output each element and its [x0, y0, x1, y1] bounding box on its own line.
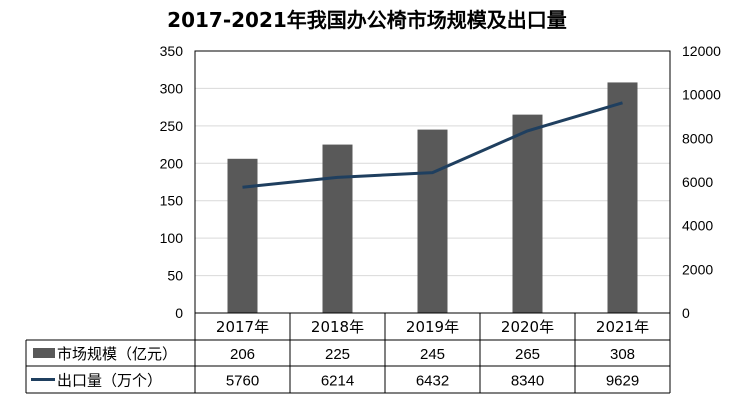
data-label: 8340: [511, 373, 544, 390]
left-tick-label: 350: [160, 43, 184, 59]
export-volume-line: [242, 101, 623, 189]
data-label: 265: [515, 346, 540, 363]
right-y-axis-ticks: 0 2000 4000 6000 8000 10000 12000: [682, 43, 721, 321]
category-label: 2017年: [216, 318, 269, 336]
category-label: 2021年: [596, 318, 649, 336]
data-label: 245: [420, 346, 445, 363]
data-label: 225: [325, 346, 350, 363]
data-label: 308: [610, 346, 635, 363]
left-tick-label: 300: [160, 80, 184, 96]
data-label: 206: [230, 346, 255, 363]
line-series: [242, 101, 623, 189]
data-label: 5760: [226, 373, 259, 390]
chart-title: 2017-2021年我国办公椅市场规模及出口量: [167, 8, 567, 32]
category-label: 2018年: [311, 318, 364, 336]
legend-label-export-volume: 出口量（万个）: [57, 372, 162, 390]
legend-label-market-size: 市场规模（亿元）: [57, 345, 177, 363]
right-tick-label: 4000: [682, 218, 713, 234]
left-tick-label: 50: [167, 268, 183, 284]
left-tick-label: 0: [175, 305, 183, 321]
left-tick-label: 100: [160, 230, 184, 246]
data-label: 6432: [416, 373, 449, 390]
bar: [322, 144, 353, 313]
data-label: 6214: [321, 373, 354, 390]
bar: [417, 129, 448, 313]
legend-swatch-bar: [33, 348, 55, 358]
bar: [607, 82, 638, 313]
right-tick-label: 2000: [682, 261, 713, 277]
right-tick-label: 12000: [682, 43, 721, 59]
bar-series: [227, 82, 638, 313]
bar: [512, 114, 543, 313]
left-tick-label: 250: [160, 118, 184, 134]
category-label: 2020年: [501, 318, 554, 336]
right-tick-label: 0: [682, 305, 690, 321]
left-y-axis-ticks: 0 50 100 150 200 250 300 350: [160, 43, 184, 321]
category-label: 2019年: [406, 318, 459, 336]
left-tick-label: 150: [160, 193, 184, 209]
right-tick-label: 10000: [682, 87, 721, 103]
bar: [227, 158, 258, 313]
left-tick-label: 200: [160, 155, 184, 171]
right-tick-label: 8000: [682, 130, 713, 146]
data-label: 9629: [606, 373, 639, 390]
right-tick-label: 6000: [682, 174, 713, 190]
